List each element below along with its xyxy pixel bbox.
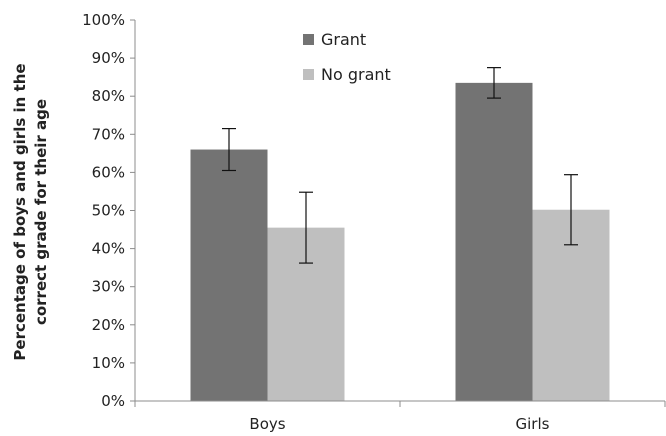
y-tick-label: 70% [92,125,125,143]
x-tick-label: Girls [516,415,550,433]
y-axis-label-line-2: correct grade for their age [32,99,50,325]
y-tick-label: 60% [92,163,125,181]
legend-swatch-no-grant [303,69,314,80]
y-tick-label: 30% [92,278,125,296]
bars [190,82,610,402]
y-tick-label: 90% [92,49,125,67]
bar-boys-grant [190,149,268,401]
y-tick-label: 0% [101,392,125,410]
legend-swatch-grant [303,34,314,45]
y-axis-label: Percentage of boys and girls in the corr… [11,63,50,360]
legend-label: No grant [321,65,391,84]
x-tick-label: Boys [249,415,285,433]
y-tick-label: 40% [92,240,125,258]
y-tick-label: 20% [92,316,125,334]
y-axis-ticks: 0% 10% 20% 30% 40% 50% 60% 70% 80% 90% 100% [82,11,135,410]
bar-girls-grant [455,82,533,402]
y-axis-label-line-1: Percentage of boys and girls in the [11,63,29,360]
legend-label: Grant [321,30,366,49]
legend: Grant No grant [303,30,391,84]
error-bars [222,67,578,264]
y-tick-label: 100% [82,11,125,29]
x-axis-ticks: Boys Girls [134,401,666,433]
y-tick-label: 50% [92,202,125,220]
y-tick-label: 80% [92,87,125,105]
y-tick-label: 10% [92,354,125,372]
